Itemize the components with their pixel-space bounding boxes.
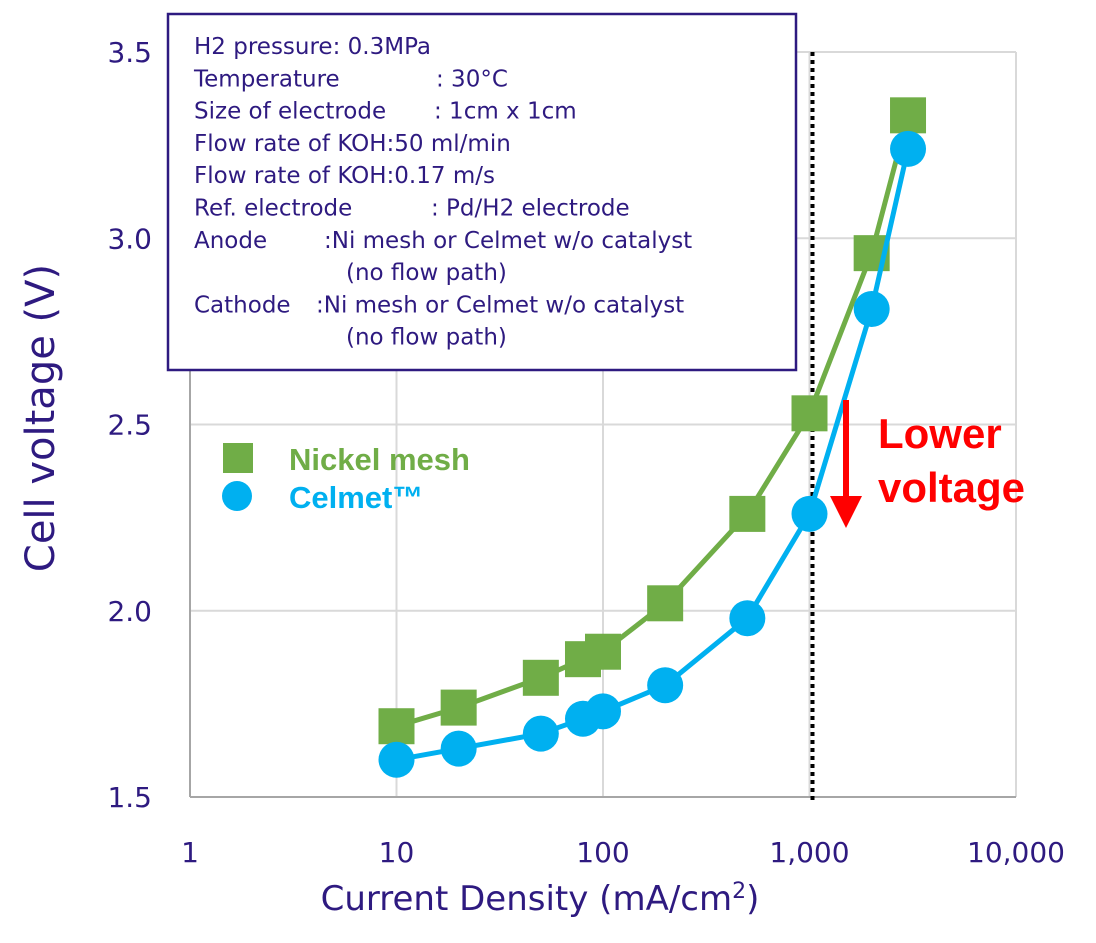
- conditions-lines: H2 pressure: 0.3MPa Temperature : 30°C Size…: [193, 34, 692, 351]
- conditions-line: Anode :Ni mesh or Celmet w/o catalyst: [194, 228, 692, 254]
- data-point-celmet: [585, 693, 621, 730]
- lower-voltage-annotation: Lower voltage: [830, 400, 1025, 528]
- data-point-nickel-mesh: [647, 585, 684, 622]
- data-point-nickel-mesh: [890, 97, 927, 134]
- conditions-value: : Pd/H2 electrode: [431, 196, 630, 222]
- data-point-nickel-mesh: [440, 689, 477, 726]
- y-tick-label: 1.5: [107, 781, 152, 814]
- x-tick-label: 100: [576, 836, 629, 869]
- conditions-label: Flow rate of KOH: [194, 131, 387, 157]
- annotation-label-line-2: voltage: [878, 464, 1025, 511]
- y-tick-label: 2.5: [107, 409, 152, 442]
- conditions-value: (no flow path): [346, 260, 507, 286]
- conditions-value: : 0.3MPa: [333, 34, 431, 60]
- data-point-celmet: [647, 667, 684, 704]
- legend: Nickel mesh Celmet™: [222, 442, 470, 515]
- conditions-label: Size of electrode: [194, 99, 386, 125]
- x-axis-ticks: 1 10 100 1,000 10,000: [181, 836, 1065, 869]
- legend-marker-celmet: [222, 481, 252, 511]
- x-tick-label: 10: [379, 836, 415, 869]
- conditions-line: Cathode :Ni mesh or Celmet w/o catalyst: [194, 292, 684, 318]
- x-tick-label: 10,000: [967, 836, 1065, 869]
- series-line-celmet: [396, 148, 911, 763]
- conditions-line: Flow rate of KOH:50 ml/min: [194, 131, 511, 157]
- conditions-label: Flow rate of KOH: [194, 163, 387, 189]
- conditions-label: Cathode: [194, 292, 291, 318]
- y-axis-ticks: 1.5 2.0 2.5 3.0 3.5: [107, 36, 152, 814]
- data-point-celmet: [890, 130, 927, 167]
- conditions-value: : 1cm x 1cm: [434, 99, 577, 125]
- conditions-value: :Ni mesh or Celmet w/o catalyst: [324, 228, 692, 254]
- conditions-box-frame: [166, 12, 798, 372]
- y-tick-label: 2.0: [107, 595, 152, 628]
- conditions-value: :0.17 m/s: [387, 163, 495, 189]
- legend-label-celmet: Celmet™: [289, 480, 423, 515]
- data-point-celmet: [378, 741, 415, 778]
- data-point-nickel-mesh: [585, 633, 621, 670]
- conditions-line: H2 pressure: 0.3MPa: [194, 34, 431, 60]
- data-point-celmet: [440, 730, 477, 767]
- data-point-nickel-mesh: [729, 495, 766, 532]
- conditions-label: Anode: [194, 228, 267, 254]
- data-point-nickel-mesh: [378, 708, 415, 745]
- conditions-value: : 30°C: [436, 66, 508, 92]
- conditions-line: Flow rate of KOH:0.17 m/s: [194, 163, 495, 189]
- x-axis-title: Current Density (mA/cm2): [321, 879, 760, 919]
- conditions-value: (no flow path): [346, 325, 507, 351]
- y-axis-title: Cell voltage (V): [18, 264, 64, 572]
- annotation-arrow-head: [830, 496, 862, 528]
- conditions-value: :Ni mesh or Celmet w/o catalyst: [316, 292, 684, 318]
- data-point-celmet: [522, 715, 559, 752]
- conditions-label: Temperature: [193, 66, 340, 92]
- legend-label-nickel-mesh: Nickel mesh: [289, 442, 470, 477]
- data-point-celmet: [853, 291, 890, 328]
- data-point-nickel-mesh: [522, 659, 559, 696]
- data-point-celmet: [729, 600, 766, 637]
- y-tick-label: 3.5: [107, 36, 152, 69]
- conditions-label: H2 pressure: [194, 34, 333, 60]
- series-group: [378, 97, 927, 778]
- conditions-label: Ref. electrode: [194, 196, 352, 222]
- y-tick-label: 3.0: [107, 222, 152, 255]
- x-tick-label: 1,000: [769, 836, 849, 869]
- data-point-nickel-mesh: [791, 395, 828, 432]
- legend-marker-nickel-mesh: [223, 443, 253, 473]
- x-tick-label: 1: [181, 836, 199, 869]
- series-line-nickel-mesh: [395, 114, 911, 729]
- data-point-celmet: [791, 495, 828, 532]
- annotation-label-line-1: Lower: [878, 410, 1002, 457]
- conditions-box: H2 pressure: 0.3MPa Temperature : 30°C Size…: [166, 12, 798, 372]
- conditions-value: :50 ml/min: [387, 131, 511, 157]
